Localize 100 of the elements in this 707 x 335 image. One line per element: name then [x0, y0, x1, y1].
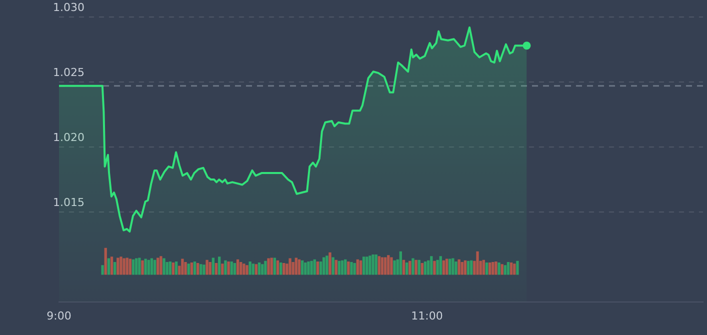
bar	[279, 262, 282, 275]
bar	[147, 260, 150, 275]
bar	[267, 258, 270, 275]
bar	[340, 260, 344, 275]
bar	[242, 263, 246, 275]
x-tick-label: 11:00	[411, 309, 443, 322]
bar	[380, 257, 384, 275]
bar	[218, 256, 221, 275]
y-tick-label: 1.030	[53, 0, 84, 14]
bar	[448, 258, 452, 275]
bar	[181, 258, 184, 275]
bar	[261, 264, 264, 275]
bar	[196, 262, 200, 275]
bar	[212, 258, 215, 275]
y-tick-label: 1.020	[53, 130, 84, 144]
bar	[316, 261, 320, 275]
y-tick-label: 1.025	[53, 66, 84, 79]
bar	[310, 260, 313, 275]
bar	[132, 259, 135, 275]
bar	[362, 256, 366, 275]
bar	[476, 251, 479, 275]
bar	[344, 259, 347, 275]
bar	[326, 255, 328, 275]
bar	[282, 262, 286, 275]
bar	[442, 260, 446, 275]
bar	[246, 264, 248, 275]
bar	[248, 261, 252, 275]
bar	[350, 262, 353, 275]
bar	[254, 264, 258, 275]
bar	[122, 258, 126, 275]
bar	[347, 261, 350, 275]
bar	[405, 262, 408, 275]
bar	[433, 260, 436, 275]
bar	[288, 258, 292, 275]
bar	[168, 261, 172, 275]
bar	[372, 254, 374, 275]
bar	[387, 254, 390, 275]
bar	[276, 260, 280, 275]
bar	[292, 262, 294, 275]
bar	[424, 261, 427, 275]
bar	[101, 264, 104, 275]
bar	[494, 261, 498, 275]
bar	[470, 260, 473, 275]
bar	[466, 260, 470, 275]
bar	[200, 264, 202, 275]
bar	[452, 258, 454, 275]
bar	[427, 260, 430, 275]
bar	[412, 258, 414, 275]
bar	[135, 258, 138, 275]
bar	[300, 260, 304, 275]
bar	[160, 256, 162, 275]
bar	[190, 262, 193, 275]
bar	[322, 257, 326, 275]
bar	[144, 258, 147, 275]
bar	[458, 259, 460, 275]
bar	[374, 254, 378, 275]
bar	[334, 260, 338, 275]
bar	[221, 263, 224, 275]
bar	[270, 258, 273, 275]
bar	[506, 262, 510, 275]
bar	[307, 261, 310, 275]
bar	[378, 256, 380, 275]
bar	[294, 258, 298, 275]
bar	[439, 256, 442, 275]
bar	[156, 258, 160, 275]
bar	[273, 258, 276, 275]
bar	[504, 264, 506, 275]
bar	[498, 262, 500, 275]
bar	[492, 262, 494, 275]
bar	[338, 260, 341, 275]
bar	[384, 257, 387, 275]
bar	[359, 260, 362, 275]
bar	[482, 260, 485, 275]
bar	[150, 258, 154, 275]
bar	[304, 262, 307, 275]
bar	[107, 258, 110, 275]
bar	[390, 257, 393, 275]
bar	[430, 256, 433, 275]
bar	[120, 256, 122, 275]
bar	[233, 262, 236, 275]
bar	[162, 258, 166, 275]
x-tick-label: 9:00	[46, 309, 72, 322]
bar	[366, 256, 368, 275]
bar	[488, 262, 492, 275]
bar	[408, 260, 412, 275]
bar	[153, 260, 156, 275]
bar	[516, 260, 519, 275]
bar	[116, 258, 120, 275]
bar	[436, 260, 439, 275]
bar	[399, 251, 402, 275]
bar	[172, 262, 175, 275]
bar	[206, 260, 208, 275]
bar	[110, 256, 114, 275]
bar	[328, 252, 332, 275]
bar	[230, 261, 233, 275]
bar	[313, 259, 316, 275]
bar	[485, 262, 488, 275]
bar	[126, 258, 128, 275]
bar	[227, 261, 230, 275]
bar	[298, 259, 301, 275]
